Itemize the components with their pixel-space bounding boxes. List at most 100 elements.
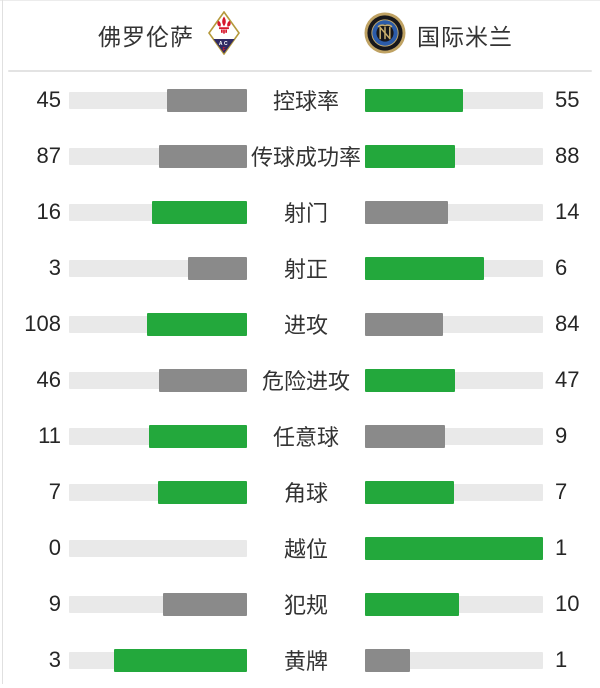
home-bar-track — [69, 368, 247, 392]
home-value: 87 — [36, 143, 61, 168]
home-value: 46 — [36, 367, 61, 392]
stat-row: 87 传球成功率 88 — [0, 128, 600, 184]
home-bar-fill — [113, 648, 247, 672]
away-value: 6 — [555, 255, 568, 280]
away-value: 47 — [555, 367, 580, 392]
home-bar-track — [69, 88, 247, 112]
left-border-line — [2, 0, 3, 684]
stats-list: 45 控球率 55 87 传球成功率 88 16 射门 14 3 — [0, 72, 600, 688]
stat-row: 108 进攻 84 — [0, 296, 600, 352]
away-bar-fill — [365, 88, 463, 112]
away-bar-track — [365, 536, 543, 560]
home-bar-track — [69, 312, 247, 336]
away-bar-track — [365, 200, 543, 224]
stat-row: 0 越位 1 — [0, 520, 600, 576]
home-bar-fill — [152, 200, 247, 224]
away-bar-track — [365, 424, 543, 448]
away-bar-track — [365, 368, 543, 392]
stat-row: 46 危险进攻 47 — [0, 352, 600, 408]
away-bar-track — [365, 256, 543, 280]
stat-label: 进攻 — [283, 313, 328, 338]
home-value: 3 — [48, 647, 61, 672]
away-value: 84 — [555, 311, 580, 336]
home-bar-fill — [158, 480, 247, 504]
home-value: 16 — [36, 199, 61, 224]
home-bar-track — [69, 592, 247, 616]
away-bar-track — [365, 144, 543, 168]
away-team-name: 国际米兰 — [417, 24, 513, 50]
away-bar-track — [365, 88, 543, 112]
home-bar-fill — [166, 88, 247, 112]
home-value: 108 — [24, 311, 61, 336]
stat-row: 9 犯规 10 — [0, 576, 600, 632]
stat-label: 控球率 — [272, 89, 339, 114]
home-value: 9 — [48, 591, 61, 616]
home-bar-fill — [158, 144, 247, 168]
away-bar-fill — [365, 144, 455, 168]
away-value: 88 — [555, 143, 580, 168]
home-team-name: 佛罗伦萨 — [98, 24, 194, 50]
home-bar-fill — [187, 256, 247, 280]
away-value: 7 — [555, 479, 568, 504]
stat-label: 任意球 — [272, 425, 339, 450]
home-value: 0 — [48, 535, 61, 560]
away-bar-fill — [365, 592, 459, 616]
home-bar-fill — [158, 368, 247, 392]
away-bar-fill — [365, 480, 454, 504]
svg-text:F: F — [222, 47, 225, 53]
stat-row: 7 角球 7 — [0, 464, 600, 520]
fiorentina-crest-icon: AC F — [208, 10, 240, 60]
svg-text:AC: AC — [219, 41, 229, 47]
away-bar-fill — [365, 424, 446, 448]
away-bar-track — [365, 312, 543, 336]
home-bar-track — [69, 256, 247, 280]
stat-label: 射正 — [283, 257, 328, 282]
home-value: 11 — [38, 423, 61, 448]
away-value: 10 — [555, 591, 580, 616]
away-bar-fill — [365, 648, 410, 672]
home-value: 7 — [48, 479, 61, 504]
away-bar-fill — [365, 536, 543, 560]
home-bar-fill — [149, 424, 247, 448]
stat-row: 45 控球率 55 — [0, 72, 600, 128]
stat-label: 黄牌 — [283, 649, 328, 674]
away-bar-track — [365, 480, 543, 504]
home-bar-track — [69, 144, 247, 168]
stat-label: 角球 — [283, 481, 328, 506]
stat-row: 3 黄牌 1 — [0, 632, 600, 688]
away-value: 14 — [555, 199, 580, 224]
stat-row: 11 任意球 9 — [0, 408, 600, 464]
home-value: 45 — [36, 87, 61, 112]
stat-label: 传球成功率 — [250, 145, 361, 170]
home-bar-track — [69, 648, 247, 672]
stat-label: 射门 — [283, 201, 328, 226]
away-bar-fill — [365, 312, 443, 336]
stat-label: 危险进攻 — [261, 369, 350, 394]
top-border-line — [0, 0, 600, 1]
home-bar-fill — [162, 592, 247, 616]
stat-label: 犯规 — [283, 593, 328, 618]
home-bar-track — [69, 480, 247, 504]
home-team-header: 佛罗伦萨 AC F — [0, 10, 300, 60]
away-bar-track — [365, 592, 543, 616]
header-divider — [8, 70, 592, 72]
home-bar-track — [69, 539, 247, 557]
home-value: 3 — [48, 255, 61, 280]
away-bar-fill — [365, 256, 484, 280]
match-header: 佛罗伦萨 AC F — [0, 0, 600, 70]
stat-row: 3 射正 6 — [0, 240, 600, 296]
away-value: 9 — [555, 423, 568, 448]
home-bar-track — [69, 200, 247, 224]
away-bar-fill — [365, 368, 455, 392]
away-value: 55 — [555, 87, 580, 112]
stat-label: 越位 — [283, 537, 328, 562]
away-team-header: 国际米兰 — [300, 12, 600, 59]
inter-milan-crest-icon — [364, 12, 406, 59]
home-bar-track — [69, 424, 247, 448]
away-bar-track — [365, 648, 543, 672]
home-bar-fill — [146, 312, 247, 336]
away-value: 1 — [555, 535, 568, 560]
stat-row: 16 射门 14 — [0, 184, 600, 240]
away-value: 1 — [555, 647, 568, 672]
